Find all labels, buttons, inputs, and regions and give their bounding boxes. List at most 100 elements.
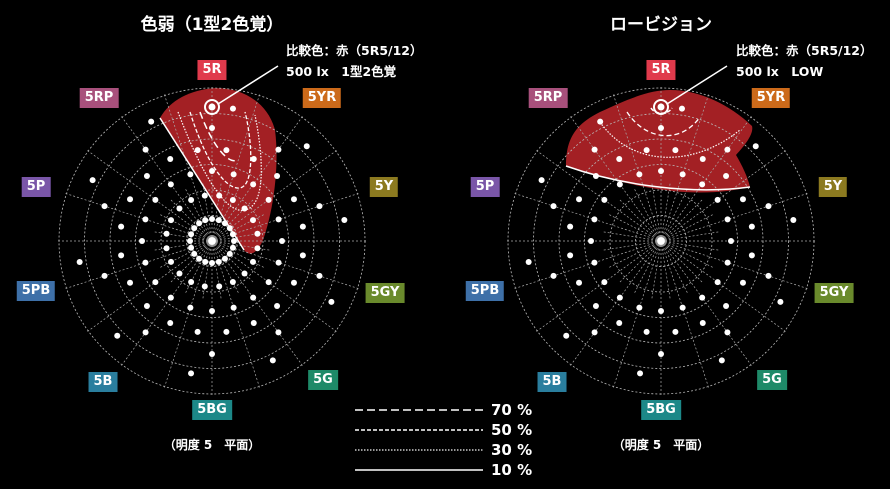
left-sample-dot <box>139 238 145 244</box>
left-sample-dot <box>118 223 125 230</box>
right-sample-dot <box>765 203 772 210</box>
right-grid-spoke <box>660 181 671 242</box>
right-sample-dot <box>679 171 686 178</box>
left-sample-dot <box>275 146 282 153</box>
left-sample-dot <box>274 172 281 179</box>
right-grid-spoke <box>569 240 662 367</box>
right-grid-spoke <box>601 240 662 251</box>
left-sample-dot <box>191 225 198 232</box>
left-sample-dot <box>215 217 222 224</box>
left-leader-line <box>217 65 279 105</box>
left-sample-dot <box>229 244 236 251</box>
right-sample-dot <box>591 259 598 266</box>
left-sample-dot <box>89 177 96 184</box>
left-sample-dot <box>274 303 281 310</box>
right-note-line1: 比較色：赤（5R5/12） <box>736 43 873 58</box>
left-sample-dot <box>188 197 195 204</box>
right-sample-dot <box>724 216 731 223</box>
left-comparison-dot <box>208 103 216 111</box>
left-hue-label-5b: 5B <box>88 372 118 392</box>
left-grid-spoke <box>158 213 213 242</box>
left-grid-spoke <box>211 240 240 295</box>
right-note-line2: 500 lx LOW <box>736 64 824 79</box>
left-grid-spoke <box>211 181 222 242</box>
right-grid-circle <box>609 189 713 293</box>
left-sample-dot <box>143 172 150 179</box>
left-grid-spoke <box>211 187 240 242</box>
right-grid-spoke <box>660 240 753 367</box>
left-30pct-contour <box>177 111 262 211</box>
left-sample-dot <box>275 259 282 266</box>
left-grid-spoke <box>211 115 304 242</box>
left-grid-spoke <box>211 192 360 242</box>
right-sample-dot <box>724 259 731 266</box>
right-sample-dot <box>658 351 664 357</box>
left-sample-dot <box>230 304 237 311</box>
right-grid-spoke <box>651 181 662 242</box>
left-sample-dot <box>328 298 335 305</box>
right-sample-dot <box>616 156 623 163</box>
right-sample-dot <box>658 308 664 314</box>
left-sample-dot <box>202 217 209 224</box>
left-sample-dot <box>216 192 223 199</box>
right-sample-dot <box>739 196 746 203</box>
left-hue-label-5g: 5G <box>308 370 338 390</box>
right-sample-dot <box>636 171 643 178</box>
right-sample-dot <box>739 279 746 286</box>
right-grid-spoke <box>612 240 662 389</box>
right-sample-dot <box>672 147 679 154</box>
right-grid-spoke <box>633 240 662 295</box>
right-sample-dot <box>643 147 650 154</box>
right-sample-dot <box>679 304 686 311</box>
right-hue-label-5yr: 5YR <box>751 88 791 108</box>
legend-label: 70 % <box>491 401 533 419</box>
right-sample-dot <box>748 252 755 259</box>
left-sample-dot <box>202 258 209 265</box>
right-grid-spoke <box>660 240 671 301</box>
right-sample-dot <box>699 319 706 326</box>
right-grid-spoke <box>535 149 662 242</box>
right-sample-dot <box>601 279 608 286</box>
left-sample-dot <box>114 332 121 339</box>
left-note-line2: 500 lx 1型2色覚 <box>286 64 397 79</box>
left-sample-dot <box>176 205 183 212</box>
right-50pct-contour <box>626 111 701 137</box>
right-grid-spoke <box>618 240 662 284</box>
right-grid-spoke <box>660 240 787 333</box>
left-sample-dot <box>275 329 282 336</box>
left-grid-spoke <box>211 240 255 284</box>
right-sample-dot <box>591 216 598 223</box>
left-sample-dot <box>201 192 208 199</box>
legend-item-70: 70 % <box>355 400 532 420</box>
right-hue-label-5g: 5G <box>757 370 787 390</box>
left-sample-dot <box>143 303 150 310</box>
left-sample-dot <box>249 258 256 265</box>
left-center-dot <box>208 237 216 245</box>
right-sample-dot <box>658 168 664 174</box>
legend-item-30: 30 % <box>355 440 532 460</box>
left-grid-spoke <box>211 240 222 301</box>
right-sample-dot <box>616 181 623 188</box>
left-sample-dot <box>127 196 134 203</box>
right-sample-dot <box>563 332 570 339</box>
right-grid-spoke <box>660 93 710 242</box>
right-sample-dot <box>550 203 557 210</box>
right-grid-spoke <box>660 231 721 242</box>
left-grid-spoke <box>169 198 213 242</box>
left-sample-dot <box>254 230 261 237</box>
left-sample-dot <box>209 260 215 266</box>
left-grid-circle <box>160 189 264 293</box>
right-sample-dot <box>714 279 721 286</box>
left-sample-dot <box>142 146 149 153</box>
right-hue-label-5bg: 5BG <box>641 400 681 420</box>
right-grid-spoke <box>618 198 662 242</box>
left-sample-dot <box>188 231 195 238</box>
right-sample-dot <box>699 181 706 188</box>
left-sample-dot <box>142 329 149 336</box>
left-sample-dot <box>215 258 222 265</box>
right-sample-dot <box>777 298 784 305</box>
legend: 70 % 50 % 30 % 10 % <box>355 400 532 480</box>
left-sample-dot <box>250 319 257 326</box>
left-sample-dot <box>265 279 272 286</box>
right-sample-dot <box>765 272 772 279</box>
